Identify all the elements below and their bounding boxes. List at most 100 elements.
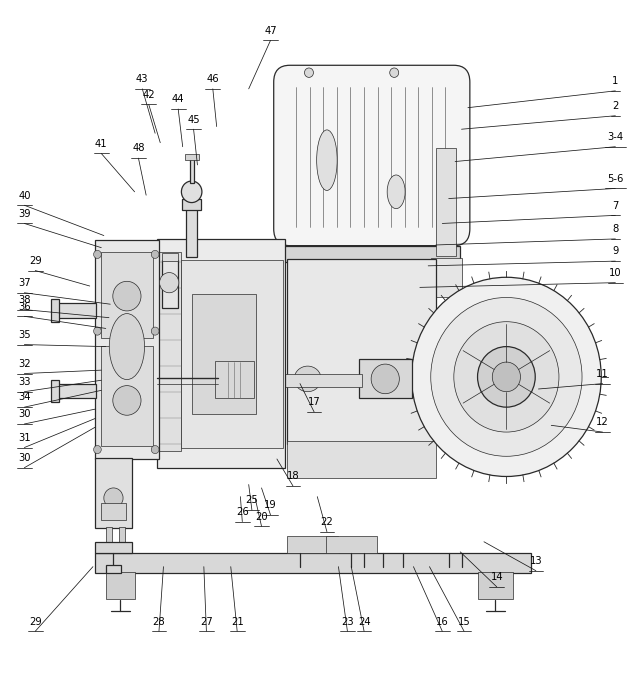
Text: 38: 38 xyxy=(18,295,31,305)
Circle shape xyxy=(454,322,559,432)
Text: 2: 2 xyxy=(612,101,619,111)
Text: 25: 25 xyxy=(246,495,258,505)
Ellipse shape xyxy=(387,175,405,209)
Text: 29: 29 xyxy=(29,256,42,266)
Bar xyxy=(185,154,199,160)
Circle shape xyxy=(371,364,399,394)
Text: 19: 19 xyxy=(264,500,277,510)
Bar xyxy=(101,346,153,446)
Text: 9: 9 xyxy=(612,246,619,256)
Text: 7: 7 xyxy=(612,201,619,211)
Ellipse shape xyxy=(317,130,337,190)
Text: 45: 45 xyxy=(187,114,200,125)
Text: 18: 18 xyxy=(287,471,299,481)
Bar xyxy=(95,240,159,459)
Text: 21: 21 xyxy=(231,616,244,627)
Bar xyxy=(190,157,194,183)
Text: 23: 23 xyxy=(341,616,354,627)
Circle shape xyxy=(478,347,535,407)
Bar xyxy=(181,260,283,448)
Text: 20: 20 xyxy=(255,511,268,522)
Bar xyxy=(186,207,197,257)
Text: 13: 13 xyxy=(529,556,542,566)
Text: 5-6: 5-6 xyxy=(607,174,624,184)
Text: 40: 40 xyxy=(18,190,31,201)
Text: 3-4: 3-4 xyxy=(607,132,624,142)
Circle shape xyxy=(151,446,159,454)
Bar xyxy=(218,372,253,387)
Text: 27: 27 xyxy=(200,616,213,627)
Text: 39: 39 xyxy=(18,209,31,219)
Circle shape xyxy=(160,273,179,293)
Bar xyxy=(326,536,377,553)
Bar xyxy=(431,258,462,297)
Text: 44: 44 xyxy=(172,94,185,104)
Text: 28: 28 xyxy=(153,616,165,627)
Bar xyxy=(95,458,132,528)
Bar xyxy=(288,77,455,259)
Text: 8: 8 xyxy=(612,224,619,234)
Text: 22: 22 xyxy=(320,517,333,527)
Text: 33: 33 xyxy=(18,377,31,387)
Text: 47: 47 xyxy=(264,26,277,36)
Circle shape xyxy=(492,362,520,392)
Bar xyxy=(51,380,59,402)
Text: 35: 35 xyxy=(18,330,31,340)
Bar xyxy=(162,253,178,261)
Bar xyxy=(283,246,460,262)
Text: 29: 29 xyxy=(29,616,42,627)
Bar xyxy=(215,361,254,398)
Circle shape xyxy=(304,68,313,77)
Bar xyxy=(359,359,412,398)
Text: 30: 30 xyxy=(18,409,31,419)
Circle shape xyxy=(151,250,159,258)
Text: 34: 34 xyxy=(18,392,31,402)
Bar xyxy=(157,239,285,468)
Bar xyxy=(56,384,96,398)
Text: 1: 1 xyxy=(612,76,619,86)
Text: 14: 14 xyxy=(490,572,503,582)
Bar xyxy=(192,294,256,414)
Text: 15: 15 xyxy=(458,616,470,627)
Circle shape xyxy=(390,68,399,77)
Circle shape xyxy=(113,281,141,311)
Bar xyxy=(478,572,513,599)
Circle shape xyxy=(181,181,202,203)
Bar xyxy=(56,303,96,318)
Text: 46: 46 xyxy=(206,74,219,84)
Bar xyxy=(106,527,112,544)
Circle shape xyxy=(113,386,141,415)
Text: 26: 26 xyxy=(236,507,249,517)
Text: 48: 48 xyxy=(132,143,145,153)
Text: 43: 43 xyxy=(136,74,149,84)
Text: 41: 41 xyxy=(95,139,108,149)
Circle shape xyxy=(431,297,582,456)
Text: 32: 32 xyxy=(18,359,31,369)
Bar xyxy=(157,252,181,451)
FancyBboxPatch shape xyxy=(274,65,470,246)
Text: 37: 37 xyxy=(18,278,31,288)
Text: 30: 30 xyxy=(18,453,31,463)
Bar xyxy=(95,542,132,553)
Circle shape xyxy=(94,446,101,454)
Text: 42: 42 xyxy=(142,90,155,100)
Bar xyxy=(436,148,456,256)
Bar xyxy=(162,260,178,308)
Circle shape xyxy=(94,327,101,335)
Bar xyxy=(287,536,338,553)
Text: 10: 10 xyxy=(609,268,622,278)
Bar xyxy=(95,553,531,573)
Text: 24: 24 xyxy=(358,616,370,627)
Bar xyxy=(101,252,153,338)
Text: 16: 16 xyxy=(436,616,449,627)
Bar xyxy=(287,259,436,444)
Text: 36: 36 xyxy=(18,302,31,312)
Circle shape xyxy=(94,250,101,258)
Circle shape xyxy=(104,488,123,508)
Bar xyxy=(101,503,126,520)
Ellipse shape xyxy=(109,314,145,380)
Bar xyxy=(287,441,436,478)
Circle shape xyxy=(412,277,601,476)
Bar xyxy=(119,527,125,544)
Bar xyxy=(106,565,121,573)
